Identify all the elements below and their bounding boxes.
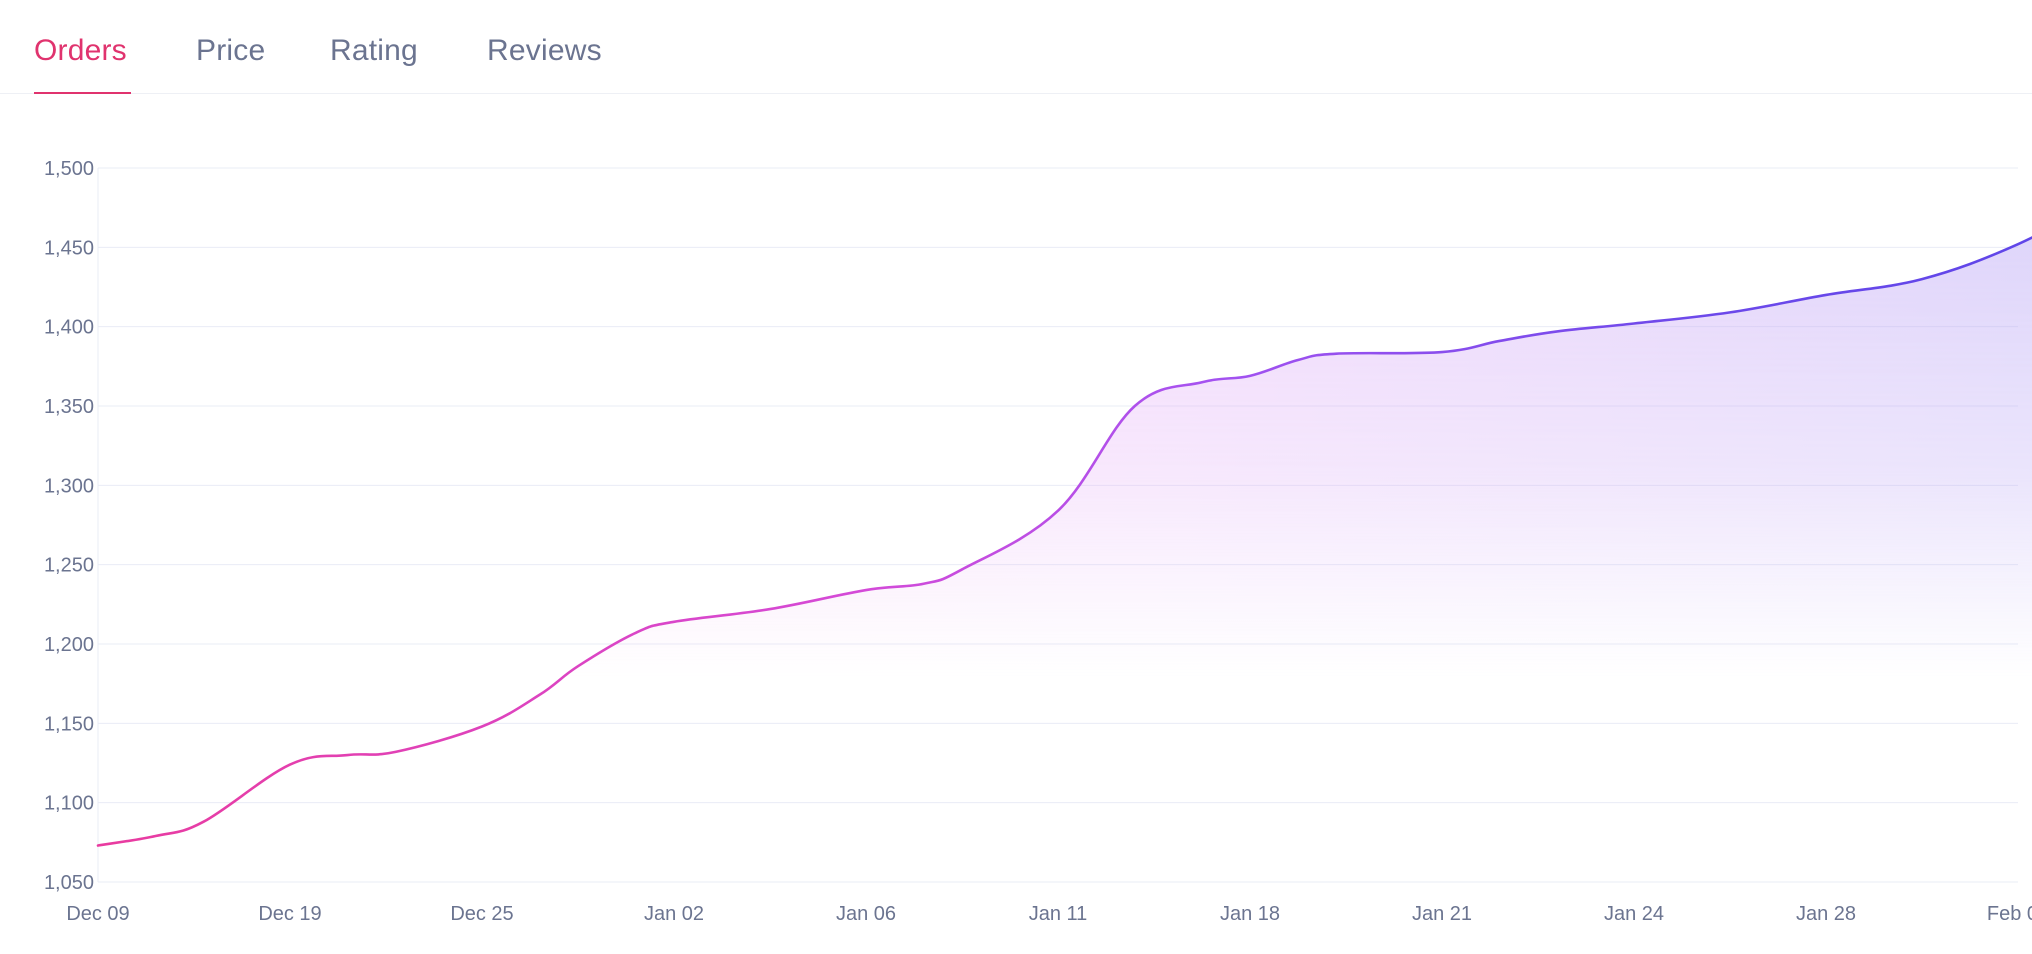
- y-tick-label: 1,150: [44, 713, 94, 735]
- tab-price[interactable]: Price: [196, 34, 266, 67]
- x-tick-label: Jan 02: [644, 903, 704, 925]
- y-tick-label: 1,250: [44, 555, 94, 577]
- x-axis: Dec 09 Dec 19 Dec 25 Jan 02 Jan 06 Jan 11 Jan …: [66, 903, 2032, 925]
- y-tick-label: 1,450: [44, 237, 94, 259]
- x-tick-label: Dec 19: [258, 903, 321, 925]
- x-tick-label: Jan 21: [1412, 903, 1472, 925]
- orders-area-fill: [98, 237, 2032, 882]
- y-tick-label: 1,100: [44, 793, 94, 815]
- x-tick-label: Jan 18: [1220, 903, 1280, 925]
- tab-bar: Orders Price Rating Reviews: [0, 0, 2032, 94]
- x-tick-label: Jan 06: [836, 903, 896, 925]
- y-tick-label: 1,200: [44, 634, 94, 656]
- x-tick-label: Jan 28: [1796, 903, 1856, 925]
- y-tick-label: 1,500: [44, 158, 94, 180]
- y-tick-label: 1,300: [44, 475, 94, 497]
- y-axis: 1,050 1,100 1,150 1,200 1,250 1,300 1,350 1,400…: [44, 158, 94, 894]
- active-tab-indicator: [34, 92, 131, 94]
- tab-rating[interactable]: Rating: [330, 34, 418, 67]
- x-tick-label: Jan 24: [1604, 903, 1664, 925]
- y-tick-label: 1,350: [44, 396, 94, 418]
- series-line-group: [96, 236, 2032, 847]
- y-tick-label: 1,400: [44, 317, 94, 339]
- y-tick-label: 1,050: [44, 872, 94, 894]
- x-tick-label: Jan 11: [1029, 903, 1088, 925]
- x-tick-label: Dec 25: [450, 903, 513, 925]
- tab-orders[interactable]: Orders: [34, 34, 127, 67]
- x-tick-label: Feb 01: [1987, 903, 2032, 925]
- orders-series-line: [96, 236, 2032, 847]
- x-tick-label: Dec 09: [66, 903, 129, 925]
- area-fill-group: [98, 237, 2032, 882]
- tab-reviews[interactable]: Reviews: [487, 34, 602, 67]
